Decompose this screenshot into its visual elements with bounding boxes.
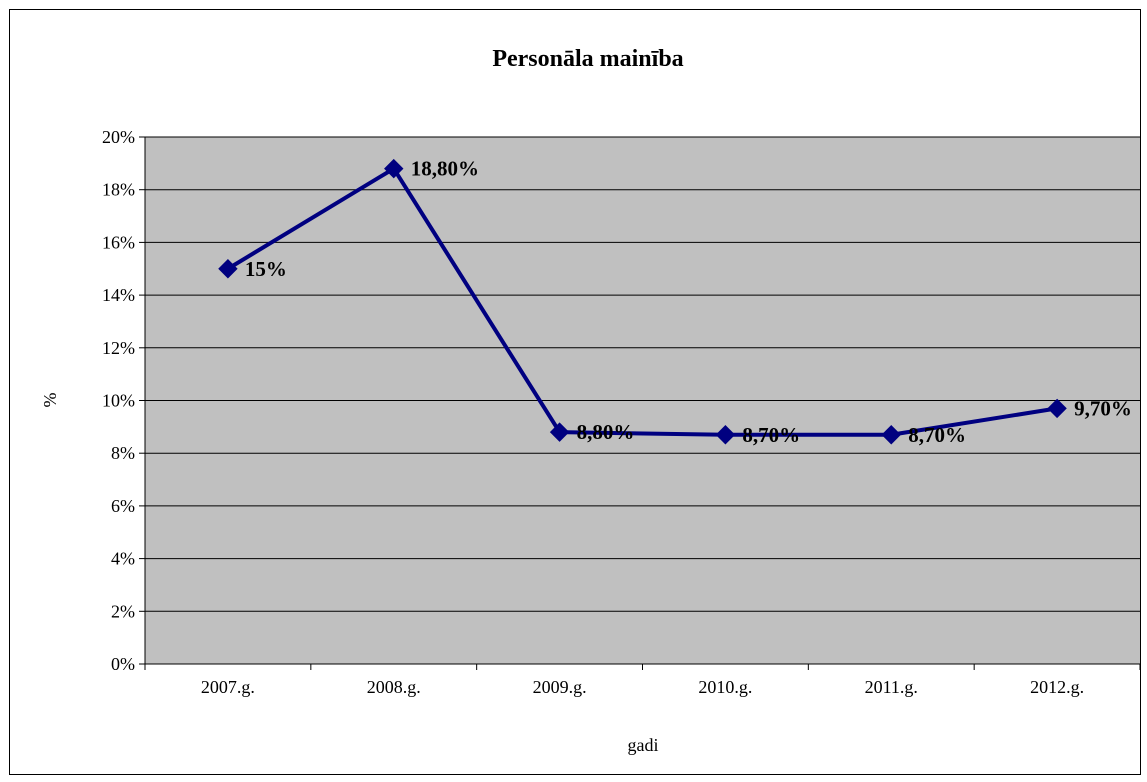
y-tick-label: 6% <box>111 496 135 516</box>
x-tick-label: 2007.g. <box>201 677 255 697</box>
data-label: 8,70% <box>908 423 966 447</box>
x-tick-label: 2009.g. <box>533 677 587 697</box>
data-label: 18,80% <box>411 157 479 181</box>
data-point <box>1047 398 1067 419</box>
data-label: 15% <box>245 257 287 281</box>
y-tick-label: 10% <box>102 391 135 411</box>
y-tick-label: 4% <box>111 549 135 569</box>
y-tick-label: 0% <box>111 654 135 674</box>
y-axis-label: % <box>40 393 60 408</box>
series <box>218 158 1067 445</box>
gridlines <box>145 136 1140 665</box>
data-label: 8,70% <box>742 423 800 447</box>
data-point <box>715 425 736 445</box>
x-axis-label: gadi <box>628 735 659 755</box>
y-tick-label: 2% <box>111 601 135 621</box>
y-tick-labels: 0% 2% 4% 6% 8% 10% 12% 14% 16% 18% 20% <box>102 127 135 674</box>
y-tick-label: 20% <box>102 127 135 147</box>
x-tick-label: 2010.g. <box>698 677 752 697</box>
y-tick-label: 16% <box>102 232 135 252</box>
data-label: 9,70% <box>1074 396 1132 420</box>
y-tick-label: 14% <box>102 285 135 305</box>
x-tick-label: 2011.g. <box>865 677 918 697</box>
data-point <box>384 158 404 179</box>
y-tick-label: 18% <box>102 180 135 200</box>
x-tick-labels: 2007.g. 2008.g. 2009.g. 2010.g. 2011.g. 2012.… <box>201 677 1084 697</box>
data-point <box>881 425 901 445</box>
y-tick-label: 8% <box>111 443 135 463</box>
data-point <box>549 422 570 442</box>
x-tick-label: 2008.g. <box>367 677 421 697</box>
series-line <box>226 166 1058 437</box>
data-point <box>218 259 238 279</box>
chart-title: Personāla mainība <box>492 46 683 72</box>
axes <box>139 136 1141 670</box>
data-labels: 15% 18,80% 8,80% 8,70% 8,70% 9,70% <box>245 157 1132 447</box>
y-tick-label: 12% <box>102 338 135 358</box>
data-label: 8,80% <box>577 420 635 444</box>
x-tick-label: 2012.g. <box>1030 677 1084 697</box>
